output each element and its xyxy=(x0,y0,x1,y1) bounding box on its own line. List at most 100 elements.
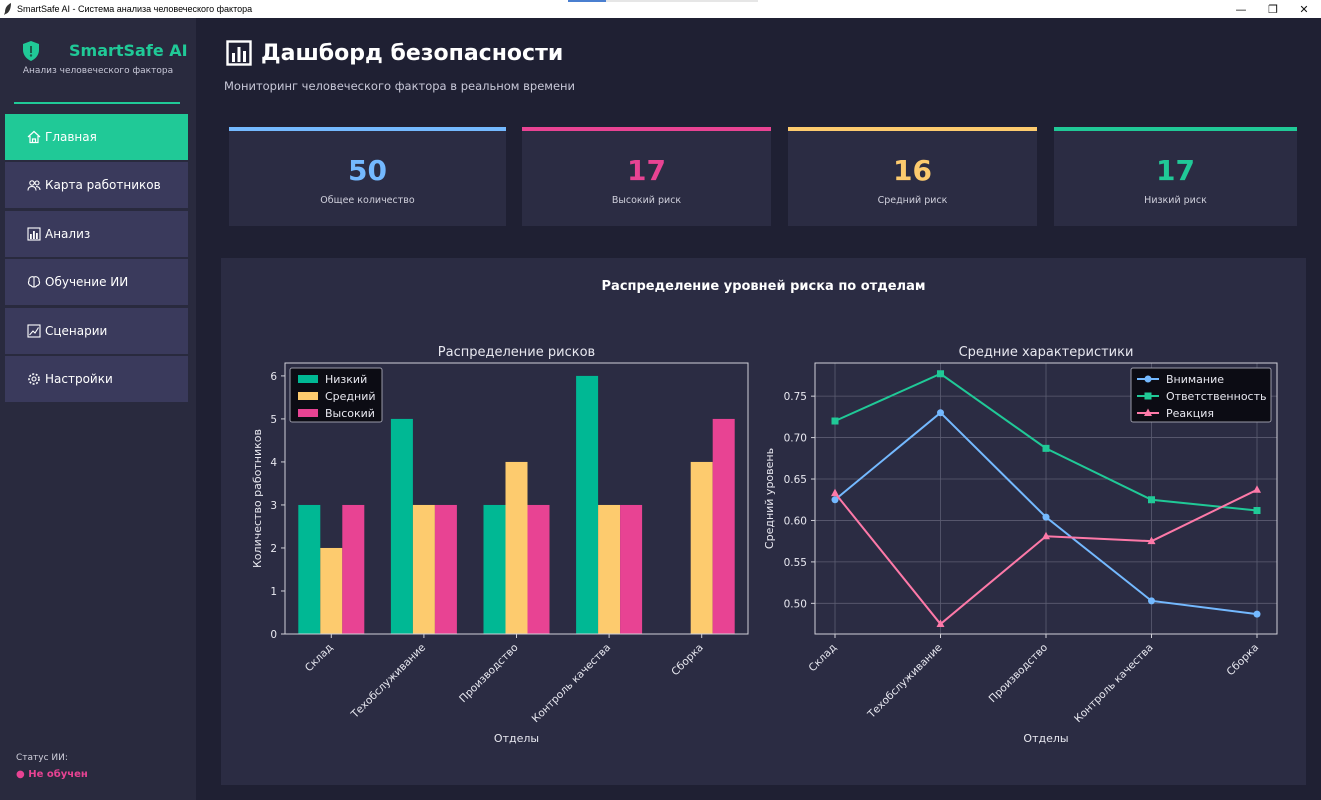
line-chart-ylabel: Средний уровень xyxy=(763,448,776,549)
y-tick-label: 6 xyxy=(270,371,277,383)
y-tick-label: 4 xyxy=(270,457,277,469)
legend-swatch xyxy=(298,392,318,400)
bar-Контроль качества-Низкий xyxy=(576,375,599,634)
bar-chart-xlabel: Отделы xyxy=(494,732,539,745)
bar-chart-icon xyxy=(27,227,41,241)
y-tick-label: 3 xyxy=(270,500,277,512)
sidebar-item-label: Главная xyxy=(45,130,97,144)
stat-card-accent xyxy=(522,127,771,131)
point-Реакция xyxy=(831,488,839,497)
window-titlebar: SmartSafe AI - Система анализа человечес… xyxy=(0,0,1321,18)
legend-label: Средний xyxy=(325,390,376,403)
point-Реакция xyxy=(1253,485,1261,493)
x-tick-label: Склад xyxy=(303,642,336,675)
y-tick-label: 0.60 xyxy=(784,515,807,527)
bar-Производство-Средний xyxy=(505,461,528,634)
y-tick-label: 5 xyxy=(270,414,277,426)
stat-value: 16 xyxy=(893,154,932,187)
x-tick-label: Производство xyxy=(987,642,1050,705)
point-Ответственность xyxy=(1253,507,1261,515)
shield-icon xyxy=(23,41,39,61)
bar-chart-title: Распределение рисков xyxy=(438,345,595,360)
restore-button[interactable]: ❐ xyxy=(1268,2,1278,16)
gear-icon xyxy=(28,373,40,385)
line-chart-title: Средние характеристики xyxy=(959,345,1134,360)
legend-label: Ответственность xyxy=(1166,390,1266,403)
bar-Склад-Средний xyxy=(320,547,343,634)
bar-Сборка-Средний xyxy=(690,461,713,634)
x-tick-label: Производство xyxy=(457,642,520,705)
stat-label: Средний риск xyxy=(877,195,948,206)
point-Внимание xyxy=(1253,610,1261,618)
minimize-button[interactable]: — xyxy=(1235,2,1247,16)
point-Внимание xyxy=(1042,513,1050,521)
chart-panel-title: Распределение уровней риска по отделам xyxy=(601,279,926,294)
legend-label: Внимание xyxy=(1166,373,1224,386)
taskbar-accent-secondary xyxy=(606,0,758,2)
charts-canvas: Распределение рисков 0 1 2 3 4 5 6 Склад Техобслу… xyxy=(251,345,1278,745)
ai-status-value: ● Не обучен xyxy=(16,769,88,780)
line-chart-xlabel: Отделы xyxy=(1023,732,1068,745)
sidebar-item-ai-training[interactable]: Обучение ИИ xyxy=(5,259,188,305)
stat-label: Высокий риск xyxy=(611,195,682,206)
line-chart-icon xyxy=(27,324,41,338)
point-Ответственность xyxy=(831,417,839,425)
point-Внимание xyxy=(937,409,944,417)
legend-swatch xyxy=(298,375,318,383)
point-Реакция xyxy=(1042,531,1050,540)
stat-card-medium-risk: 16 Средний риск xyxy=(788,127,1037,226)
bar-chart-icon xyxy=(226,40,252,66)
close-button[interactable]: ✕ xyxy=(1299,2,1309,16)
bar-Склад-Низкий xyxy=(298,504,321,634)
point-Ответственность xyxy=(1042,444,1050,452)
bar-Сборка-Высокий xyxy=(712,418,735,634)
sidebar: SmartSafe AI Анализ человеческого фактор… xyxy=(0,18,196,800)
x-tick-label: Контроль качества xyxy=(1072,642,1156,726)
point-Внимание xyxy=(1148,597,1155,605)
y-tick-label: 2 xyxy=(270,543,277,555)
sidebar-item-scenarios[interactable]: Сценарии xyxy=(5,308,188,354)
stat-label: Общее количество xyxy=(320,195,415,206)
taskbar-accent xyxy=(568,0,606,2)
stat-card-total: 50 Общее количество xyxy=(229,127,506,226)
x-tick-label: Склад xyxy=(807,642,840,675)
bar-Склад-Высокий xyxy=(342,504,365,634)
stat-card-accent xyxy=(229,127,506,131)
page-title: Дашборд безопасности xyxy=(226,40,563,66)
sidebar-item-label: Сценарии xyxy=(45,324,108,338)
point-Ответственность xyxy=(1148,496,1155,504)
legend-marker xyxy=(1144,375,1152,383)
point-Реакция xyxy=(936,619,945,628)
legend-marker xyxy=(1144,392,1152,400)
legend-label: Низкий xyxy=(325,373,367,386)
x-tick-label: Контроль качества xyxy=(530,642,614,726)
brand-subtitle: Анализ человеческого фактора xyxy=(22,66,174,76)
stat-value: 17 xyxy=(1156,154,1195,187)
legend-label: Высокий xyxy=(325,407,375,420)
stat-value: 17 xyxy=(627,154,666,187)
legend-label: Реакция xyxy=(1166,407,1214,420)
y-tick-label: 0.50 xyxy=(784,598,807,610)
brand-divider xyxy=(14,102,180,104)
feather-icon xyxy=(4,3,11,15)
stat-label: Низкий риск xyxy=(1144,195,1207,206)
bar-Техобслуживание-Средний xyxy=(412,504,435,634)
bar-Производство-Низкий xyxy=(483,504,506,634)
users-icon xyxy=(27,180,41,191)
y-tick-label: 0.75 xyxy=(784,391,807,403)
sidebar-item-settings[interactable]: Настройки xyxy=(5,356,188,402)
legend-marker xyxy=(1144,408,1152,416)
y-tick-label: 0.65 xyxy=(784,474,807,486)
sidebar-item-home[interactable]: Главная xyxy=(5,114,188,160)
sidebar-item-analysis[interactable]: Анализ xyxy=(5,211,188,257)
ai-status-label: Статус ИИ: xyxy=(16,753,68,763)
bar-Производство-Высокий xyxy=(527,504,550,634)
sidebar-item-label: Настройки xyxy=(45,372,113,386)
sidebar-item-label: Карта работников xyxy=(45,178,161,192)
y-tick-label: 0.55 xyxy=(784,557,807,569)
x-tick-label: Техобслуживание xyxy=(348,642,428,722)
point-Внимание xyxy=(831,496,839,504)
legend-swatch xyxy=(298,409,318,417)
page-title-text: Дашборд безопасности xyxy=(261,40,564,66)
sidebar-item-workers-map[interactable]: Карта работников xyxy=(5,162,188,208)
